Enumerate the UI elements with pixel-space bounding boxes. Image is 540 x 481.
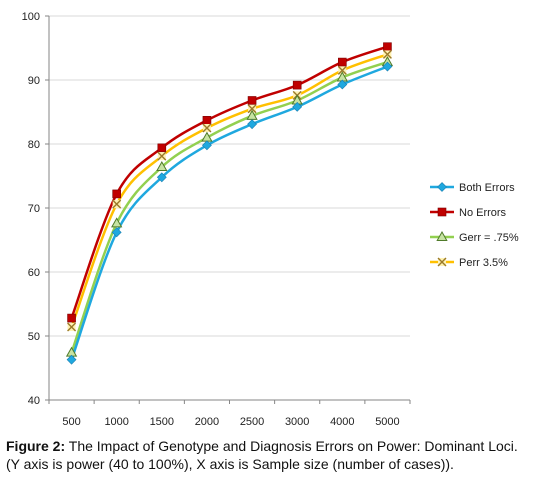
data-point: [112, 189, 121, 199]
x-tick-label: 5000: [375, 416, 399, 428]
x-tick-label: 2000: [195, 416, 219, 428]
y-tick-label: 50: [28, 331, 40, 343]
caption-label: Figure 2:: [6, 438, 66, 454]
caption-text: The Impact of Genotype and Diagnosis Err…: [6, 438, 518, 472]
series-line-0: [70, 65, 388, 361]
x-tick-label: 500: [62, 416, 80, 428]
data-point: [66, 354, 77, 365]
data-point: [292, 101, 303, 112]
legend-label: No Errors: [459, 207, 507, 219]
series-line-2: [70, 60, 388, 354]
x-tick-label: 4000: [330, 416, 354, 428]
data-point: [111, 227, 122, 238]
y-tick-label: 90: [28, 75, 40, 87]
y-tick-label: 70: [28, 203, 40, 215]
data-point: [156, 172, 167, 183]
data-point: [247, 96, 257, 105]
legend-swatch-marker: [437, 182, 447, 192]
data-point: [338, 57, 347, 67]
figure-caption: Figure 2: The Impact of Genotype and Dia…: [6, 437, 534, 473]
data-point: [383, 42, 392, 52]
legend-swatch-marker: [436, 230, 448, 241]
series-line-3: [70, 53, 388, 328]
data-point: [67, 322, 77, 332]
x-tick-label: 2500: [240, 416, 264, 428]
x-axis-ticks: 500 1000 1500 2000 2500 3000 4000 5000: [48, 400, 411, 428]
data-point: [202, 140, 212, 151]
series-markers: [65, 42, 394, 365]
y-tick-label: 100: [22, 11, 40, 23]
data-point: [156, 161, 168, 172]
data-point: [202, 116, 212, 125]
legend-label: Both Errors: [459, 182, 515, 194]
data-point: [157, 151, 167, 161]
data-point: [337, 65, 347, 75]
x-tick-label: 3000: [285, 416, 309, 428]
line-chart: 40 50 60 70 80 90 100 500 1000 1500 2000 2500 3000 4…: [22, 11, 519, 428]
y-tick-label: 80: [28, 139, 40, 151]
x-tick-label: 1000: [104, 416, 128, 428]
data-point: [337, 79, 348, 90]
data-point: [67, 313, 76, 323]
x-tick-label: 1500: [150, 416, 174, 428]
legend-label: Perr 3.5%: [459, 257, 508, 269]
data-point: [111, 217, 123, 228]
data-point: [157, 143, 167, 153]
legend-label: Gerr = .75%: [459, 232, 519, 244]
y-axis-ticks: 40 50 60 70 80 90 100: [22, 11, 49, 407]
data-point: [382, 61, 393, 72]
y-tick-label: 60: [28, 267, 40, 279]
legend-swatch-marker: [437, 207, 447, 217]
legend: Both Errors No Errors Gerr = .75% Perr 3.5%: [430, 182, 519, 269]
data-point: [247, 119, 257, 130]
data-point: [382, 49, 392, 59]
data-point: [247, 104, 257, 114]
data-point: [202, 123, 212, 133]
y-tick-label: 40: [28, 395, 40, 407]
data-point: [112, 199, 122, 209]
legend-swatch-marker: [437, 257, 447, 267]
data-point: [292, 80, 302, 90]
